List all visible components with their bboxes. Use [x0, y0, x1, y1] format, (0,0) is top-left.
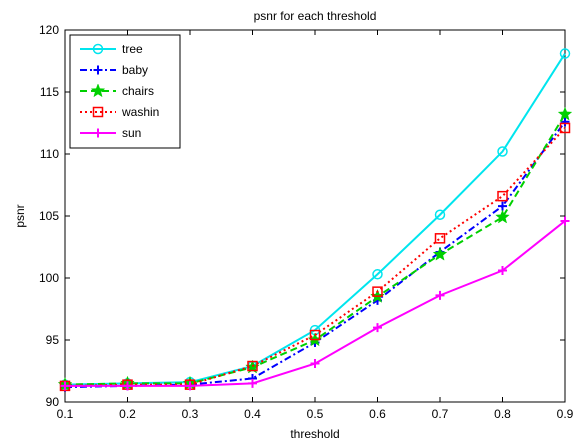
- legend-item-washin: washin: [80, 105, 159, 119]
- data-point-plus: [435, 290, 445, 300]
- data-point-circle: [92, 43, 104, 55]
- y-tick-label: 110: [40, 147, 59, 161]
- data-point-square: [434, 233, 446, 244]
- data-point-square: [497, 190, 508, 202]
- legend-box: [69, 34, 181, 149]
- axis-ticks: 0.1 0.2 0.3 0.4 0.5 0.6 0.7 0.8 0.9 90 95 100 105 110…: [39, 23, 574, 421]
- legend-item-baby: baby: [80, 63, 148, 77]
- series-sun: [60, 216, 570, 391]
- x-tick-label: 0.5: [307, 407, 324, 421]
- data-point-square: [309, 329, 321, 341]
- data-point-star: [557, 106, 573, 121]
- legend-label: baby: [122, 63, 148, 77]
- data-point-square: [372, 286, 383, 297]
- y-tick-label: 95: [46, 333, 60, 347]
- data-point-circle: [559, 48, 571, 59]
- y-axis-label: psnr: [13, 204, 27, 227]
- x-axis-label: threshold: [290, 427, 339, 441]
- x-tick-label: 0.8: [494, 407, 511, 421]
- data-point-square: [247, 360, 258, 372]
- data-point-circle: [497, 146, 508, 157]
- data-point-plus: [373, 323, 382, 333]
- x-tick-label: 0.6: [369, 407, 386, 421]
- data-point-star: [90, 83, 106, 98]
- series-layer: [57, 48, 573, 392]
- legend-item-sun: sun: [80, 126, 141, 140]
- data-point-plus: [185, 381, 195, 391]
- legend-item-tree: tree: [80, 42, 143, 56]
- data-point-plus: [498, 266, 507, 276]
- data-point-plus: [93, 128, 103, 138]
- legend-label: chairs: [122, 84, 154, 98]
- data-point-star: [432, 246, 448, 261]
- data-point-plus: [93, 65, 103, 75]
- legend: tree baby chairs washin sun: [69, 34, 181, 149]
- data-point-plus: [248, 378, 257, 388]
- legend-item-chairs: chairs: [80, 83, 154, 98]
- data-point-circle: [372, 269, 383, 280]
- data-point-plus: [123, 381, 132, 391]
- data-point-plus: [560, 216, 570, 226]
- data-point-circle: [434, 209, 446, 221]
- data-point-plus: [498, 201, 507, 211]
- y-tick-label: 105: [39, 209, 59, 223]
- legend-label: sun: [122, 126, 141, 140]
- x-tick-label: 0.2: [119, 407, 136, 421]
- data-point-plus: [310, 359, 320, 369]
- y-tick-label: 115: [40, 85, 59, 99]
- chart-title: psnr for each threshold: [254, 9, 377, 23]
- x-tick-label: 0.7: [432, 407, 449, 421]
- data-point-plus: [560, 117, 570, 127]
- data-point-plus: [60, 381, 70, 391]
- x-tick-label: 0.3: [182, 407, 199, 421]
- y-tick-label: 100: [39, 271, 59, 285]
- x-tick-label: 0.9: [557, 407, 574, 421]
- legend-label: tree: [122, 42, 143, 56]
- legend-label: washin: [121, 105, 159, 119]
- data-point-square: [92, 106, 104, 118]
- data-point-star: [495, 209, 510, 224]
- data-point-square: [559, 122, 571, 134]
- y-tick-label: 120: [39, 23, 59, 37]
- y-tick-label: 90: [46, 395, 60, 409]
- x-tick-label: 0.4: [244, 407, 261, 421]
- x-tick-label: 0.1: [57, 407, 74, 421]
